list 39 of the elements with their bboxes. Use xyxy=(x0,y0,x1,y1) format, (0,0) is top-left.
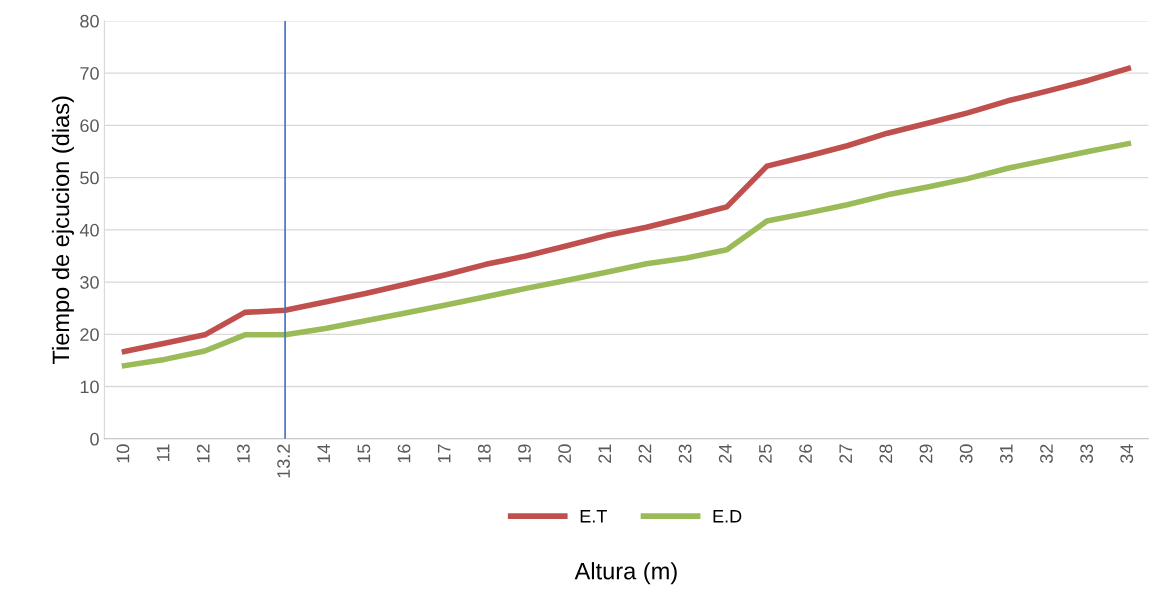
x-tick-label: 33 xyxy=(1080,444,1094,464)
y-tick-label: 80 xyxy=(80,14,99,28)
x-tick-label: 16 xyxy=(397,444,411,463)
x-tick-label: 32 xyxy=(1040,444,1053,464)
x-tick-label: 13 xyxy=(237,444,250,463)
x-tick-label: 13.2 xyxy=(277,444,290,478)
x-tick-label: 29 xyxy=(919,444,933,463)
y-tick-label: 70 xyxy=(80,67,99,80)
y-tick-label: 60 xyxy=(80,119,99,133)
x-tick-label: 12 xyxy=(196,444,210,463)
legend-label: E.T xyxy=(580,510,607,523)
x-axis-title: Altura (m) xyxy=(574,562,677,585)
x-tick-label: 25 xyxy=(759,444,772,463)
y-tick-label: 40 xyxy=(79,223,99,237)
y-tick-label: 20 xyxy=(80,328,99,342)
x-tick-label: 34 xyxy=(1120,444,1134,464)
x-tick-label: 18 xyxy=(477,444,491,463)
x-tick-label: 26 xyxy=(799,444,812,463)
x-tick-label: 21 xyxy=(598,444,611,463)
y-tick-label: 10 xyxy=(80,380,99,394)
x-tick-label: 22 xyxy=(638,444,652,463)
y-tick-label: 0 xyxy=(90,432,99,446)
x-tick-label: 11 xyxy=(156,444,170,462)
x-tick-label: 31 xyxy=(999,444,1013,464)
x-tick-label: 17 xyxy=(437,444,451,463)
y-axis-title: Tiempo de ejcucion (dias) xyxy=(51,96,74,365)
x-tick-label: 19 xyxy=(518,444,531,463)
x-tick-label: 10 xyxy=(116,444,130,463)
x-tick-label: 28 xyxy=(879,444,893,463)
x-tick-label: 24 xyxy=(718,444,732,463)
x-tick-label: 15 xyxy=(357,444,371,463)
x-tick-label: 20 xyxy=(558,444,572,463)
y-tick-label: 30 xyxy=(80,276,99,289)
legend-label: E.D xyxy=(713,510,742,523)
x-tick-label: 14 xyxy=(317,444,330,463)
x-tick-label: 30 xyxy=(959,444,973,464)
y-tick-label: 50 xyxy=(80,171,99,185)
x-tick-label: 27 xyxy=(839,444,852,463)
x-tick-label: 23 xyxy=(678,444,692,463)
